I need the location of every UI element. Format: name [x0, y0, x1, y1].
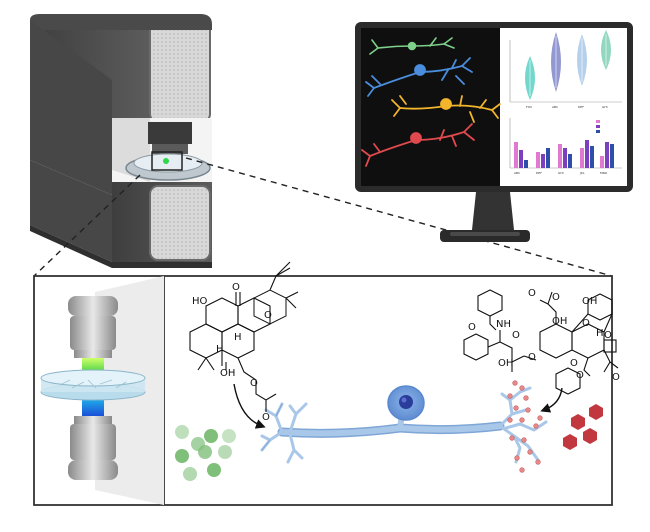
atom-label: O: [262, 412, 270, 423]
atom-label: O: [582, 318, 590, 329]
monitor-neuron-traces: [361, 37, 501, 167]
atom-label: NH: [496, 319, 511, 330]
bar-rect: [585, 140, 589, 168]
red-hexagons: [563, 404, 603, 450]
neuron-icon: [260, 380, 548, 473]
bar-rect: [590, 146, 594, 168]
molecule-right-labels: O O OH O NH O OH OH O O H O O O O: [468, 288, 620, 383]
atom-label: O: [250, 378, 258, 389]
molecule-right: [463, 289, 619, 395]
atom-label: O: [570, 358, 578, 369]
bar-rect: [524, 160, 528, 168]
atom-label: O: [468, 322, 476, 333]
bar-rect: [568, 154, 572, 168]
bar-legend-swatch: [596, 130, 600, 133]
atom-label: OH: [498, 358, 513, 369]
bar-rect: [610, 144, 614, 168]
bar-rect: [580, 148, 584, 168]
bar-rect: [563, 148, 567, 168]
neuron-trace-green: [369, 37, 455, 55]
atom-label: O: [576, 370, 584, 381]
atom-label: H: [216, 344, 224, 355]
violin-tick-label: FOV: [526, 105, 533, 109]
atom-label: OH: [552, 316, 567, 327]
atom-label: OH: [582, 296, 597, 307]
atom-label: H: [596, 328, 604, 339]
green-beads: [175, 425, 236, 481]
molecule-left-labels: HO O O H HO H O OH O: [192, 282, 272, 423]
violin-tick-label: DEF: [578, 105, 584, 109]
atom-label: O: [528, 352, 536, 363]
bar-tick-label: ABC: [514, 171, 520, 175]
atom-label: H: [234, 332, 242, 343]
neuron-trace-yellow: [391, 95, 501, 123]
atom-label: O: [528, 288, 536, 299]
bar-tick-label: GHI: [558, 171, 564, 175]
monitor-violin-plot: FOV ABC DEF GHI: [509, 30, 622, 109]
atom-label: O: [232, 282, 240, 293]
bar-rect: [536, 152, 540, 168]
bar-tick-label: DEF: [536, 171, 542, 175]
neuron-trace-red: [361, 123, 475, 167]
bar-legend-swatch: [596, 120, 600, 123]
bar-tick-label: JKL: [579, 171, 585, 175]
neuron-trace-blue: [365, 57, 473, 97]
projection-lines: [33, 157, 613, 277]
bar-rect: [600, 156, 604, 168]
bar-rect: [519, 150, 523, 168]
objective-lens-icon: [40, 296, 146, 480]
atom-label: O: [512, 330, 520, 341]
microscope-icon: [30, 14, 212, 268]
atom-label: O: [264, 310, 272, 321]
bar-rect: [514, 142, 518, 168]
monitor-icon: [355, 22, 633, 242]
violin-tick-label: GHI: [602, 105, 608, 109]
bar-legend-swatch: [596, 125, 600, 128]
atom-label: OH: [220, 368, 235, 379]
atom-label: HO: [192, 296, 208, 307]
monitor-bar-chart: ABC DEF GHI JKL MNO: [509, 118, 622, 175]
atom-label: O: [604, 330, 612, 341]
bar-rect: [558, 144, 562, 168]
bar-rect: [546, 148, 550, 168]
petri-dish-icon: [40, 369, 146, 401]
atom-label: O: [552, 292, 560, 303]
atom-label: O: [612, 372, 620, 383]
violin-tick-label: ABC: [552, 105, 558, 109]
bar-rect: [605, 142, 609, 168]
molecule-left: [189, 261, 299, 412]
bar-rect: [541, 154, 545, 168]
bar-tick-label: MNO: [600, 171, 608, 175]
